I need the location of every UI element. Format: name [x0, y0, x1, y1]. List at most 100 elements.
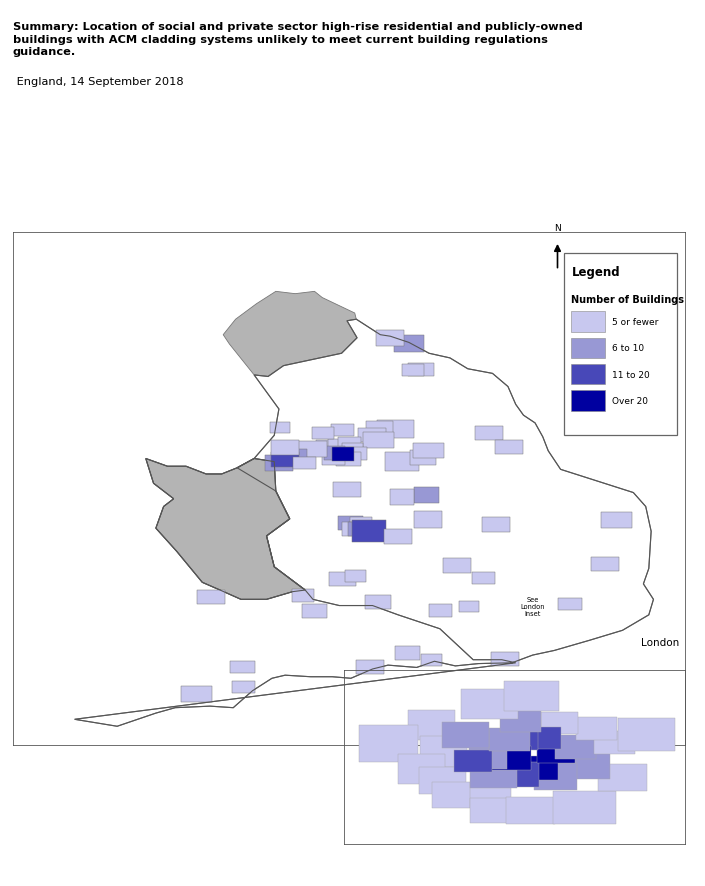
Bar: [324, 447, 345, 461]
Bar: [329, 439, 348, 452]
Bar: [358, 429, 386, 442]
Bar: [384, 529, 412, 545]
Bar: [618, 718, 675, 750]
Text: Over 20: Over 20: [612, 397, 648, 406]
Bar: [501, 709, 541, 733]
Bar: [367, 421, 393, 438]
Bar: [506, 797, 555, 825]
Polygon shape: [146, 459, 305, 600]
Bar: [343, 523, 367, 536]
Bar: [394, 336, 424, 353]
Text: N: N: [554, 223, 561, 232]
Bar: [293, 457, 316, 470]
Polygon shape: [75, 320, 654, 727]
Bar: [312, 427, 334, 439]
Bar: [407, 711, 455, 741]
Bar: [336, 453, 361, 467]
Bar: [420, 736, 467, 767]
Bar: [537, 742, 575, 763]
Text: England, 14 September 2018: England, 14 September 2018: [13, 77, 183, 87]
Bar: [572, 338, 606, 359]
Bar: [442, 722, 489, 749]
Bar: [431, 781, 471, 808]
Bar: [598, 764, 646, 791]
Bar: [410, 450, 436, 466]
Text: Number of Buildings: Number of Buildings: [572, 294, 685, 304]
Bar: [472, 572, 495, 585]
Bar: [376, 330, 404, 346]
Bar: [265, 456, 293, 471]
Bar: [507, 731, 538, 750]
Bar: [271, 452, 299, 468]
Bar: [350, 517, 372, 531]
Bar: [591, 557, 619, 571]
Bar: [338, 438, 361, 450]
Bar: [402, 365, 424, 377]
Bar: [520, 745, 537, 757]
Bar: [298, 442, 327, 457]
Text: London: London: [641, 638, 679, 648]
Bar: [601, 512, 632, 528]
Bar: [454, 750, 492, 772]
Bar: [572, 312, 606, 332]
Bar: [345, 447, 367, 460]
Bar: [534, 763, 577, 790]
Bar: [181, 687, 212, 702]
Bar: [316, 440, 339, 454]
Bar: [398, 755, 446, 784]
Bar: [197, 591, 225, 604]
Bar: [491, 746, 531, 770]
Bar: [356, 661, 384, 674]
Bar: [461, 689, 517, 719]
Bar: [459, 602, 479, 612]
Bar: [515, 756, 558, 781]
Bar: [232, 681, 255, 694]
Bar: [576, 717, 617, 741]
Bar: [332, 447, 354, 462]
Text: Summary: Location of social and private sector high-rise residential and publicl: Summary: Location of social and private …: [13, 22, 582, 57]
Bar: [345, 571, 367, 583]
Text: 6 to 10: 6 to 10: [612, 344, 644, 353]
Text: 11 to 20: 11 to 20: [612, 370, 649, 379]
Bar: [470, 762, 517, 788]
Bar: [292, 589, 314, 602]
Bar: [541, 711, 578, 734]
Bar: [348, 523, 371, 537]
Bar: [364, 595, 391, 610]
Bar: [470, 798, 510, 823]
Bar: [385, 453, 419, 471]
Bar: [333, 482, 361, 498]
Bar: [302, 604, 327, 618]
Bar: [489, 728, 529, 751]
Bar: [594, 731, 635, 754]
Bar: [524, 727, 561, 750]
Bar: [470, 782, 510, 808]
Bar: [342, 444, 363, 456]
Bar: [555, 735, 596, 759]
Bar: [390, 490, 415, 505]
Bar: [443, 558, 471, 573]
Bar: [491, 652, 519, 666]
Bar: [230, 661, 255, 673]
Bar: [420, 654, 442, 666]
Bar: [470, 747, 507, 769]
Bar: [419, 766, 466, 794]
Bar: [415, 487, 439, 503]
Bar: [572, 391, 606, 411]
Bar: [269, 423, 290, 433]
Bar: [495, 440, 522, 455]
Bar: [282, 450, 307, 463]
Bar: [377, 420, 415, 439]
Bar: [558, 598, 582, 610]
Bar: [559, 750, 610, 779]
Bar: [415, 511, 442, 528]
Bar: [553, 791, 616, 825]
Bar: [395, 647, 419, 660]
Text: 5 or fewer: 5 or fewer: [612, 318, 658, 327]
Text: Legend: Legend: [572, 266, 620, 279]
Bar: [363, 432, 394, 448]
Bar: [331, 424, 354, 437]
Bar: [322, 451, 345, 465]
Bar: [271, 440, 299, 456]
Bar: [338, 517, 363, 531]
